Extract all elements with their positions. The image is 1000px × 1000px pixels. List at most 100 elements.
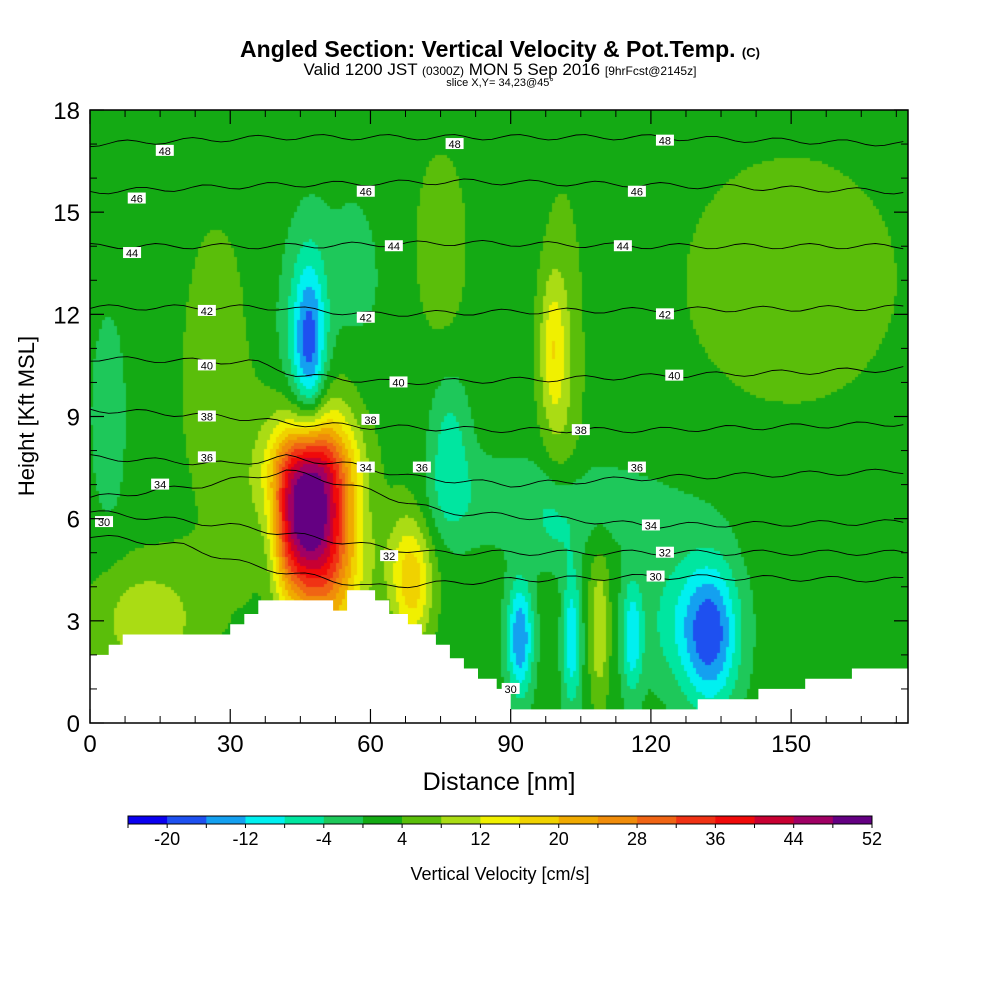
contour-label-bg [155, 144, 174, 156]
chart-subtitle: Valid 1200 JST (0300Z) MON 5 Sep 2016 [9… [0, 60, 1000, 80]
valid-utc: (0300Z) [422, 64, 465, 78]
y-tick-label: 6 [67, 507, 80, 534]
colorbar-tick-label: 44 [784, 829, 804, 849]
x-axis-label: Distance [nm] [423, 768, 576, 796]
colorbar-swatch [323, 816, 364, 824]
colorbar-swatch [480, 816, 520, 824]
contour-label: 30 [649, 572, 661, 584]
colorbar-swatch [519, 816, 560, 824]
x-tick-label: 120 [631, 731, 671, 758]
contour-label: 36 [631, 463, 643, 475]
colorbar-tick-label: 52 [862, 829, 882, 849]
contour-label: 30 [98, 517, 110, 529]
contour-label-bg [95, 516, 114, 528]
contour-label: 30 [505, 684, 517, 696]
colorbar-swatch [245, 816, 285, 824]
contour-label: 48 [659, 136, 671, 148]
colorbar-swatch [441, 816, 481, 824]
x-tick-label: 0 [83, 731, 96, 758]
colorbar-swatch [793, 816, 834, 824]
colorbar-swatch [715, 816, 755, 824]
x-tick-label: 150 [771, 731, 811, 758]
theta-contour [90, 534, 904, 589]
theta-contour [90, 356, 904, 386]
contour-label-bg [627, 185, 646, 197]
contour-label-bg [197, 451, 216, 463]
contour-label: 44 [388, 241, 400, 253]
contour-label-bg [571, 424, 590, 436]
contour-label: 48 [448, 139, 460, 151]
colorbar-tick-label: 20 [549, 829, 569, 849]
colorbar-tick-label: 4 [397, 829, 407, 849]
contour-label: 38 [575, 425, 587, 437]
x-tick-label: 90 [497, 731, 524, 758]
contour-label-bg [384, 240, 403, 252]
contour-label-bg [197, 304, 216, 316]
contour-label: 46 [131, 194, 143, 206]
y-tick-label: 18 [53, 98, 80, 125]
contour-label-bg [655, 546, 674, 558]
colorbar-swatch [128, 816, 168, 824]
contour-label: 40 [392, 377, 404, 389]
contour-label-bg [445, 138, 464, 150]
theta-contour [90, 178, 904, 195]
theta-contours [90, 134, 904, 589]
terrain [90, 590, 908, 723]
colorbar-swatch [362, 816, 403, 824]
contour-label: 44 [126, 248, 138, 260]
y-axis-label: Height [Kft MSL] [14, 336, 39, 496]
valid-date: MON 5 Sep 2016 [468, 60, 601, 79]
theta-contour [90, 408, 904, 434]
contour-label: 32 [383, 551, 395, 563]
colorbar-swatch [754, 816, 794, 824]
contour-label: 42 [659, 309, 671, 321]
colorbar-swatch [558, 816, 599, 824]
contour-label: 46 [631, 187, 643, 199]
colorbar-swatch [597, 816, 638, 824]
contour-label-bg [646, 570, 665, 582]
contour-label-bg [389, 376, 408, 388]
contour-label-bg [127, 192, 146, 204]
theta-contour [90, 469, 904, 529]
colorbar-swatch [167, 816, 207, 824]
contour-label: 42 [360, 313, 372, 325]
contour-labels: 48 48 48 46 46 46 44 44 44 42 42 42 40 40 40 38 38 38 36 36… [95, 134, 684, 696]
colorbar-tick-label: 12 [470, 829, 490, 849]
contour-label-bg [356, 185, 375, 197]
y-tick-label: 0 [67, 711, 80, 738]
chart-title: Angled Section: Vertical Velocity & Pot.… [0, 36, 1000, 63]
y-tick-label: 9 [67, 405, 80, 432]
colorbar-label: Vertical Velocity [cm/s] [410, 864, 589, 884]
x-tick-label: 30 [217, 731, 244, 758]
y-tick-label: 15 [53, 200, 80, 227]
contour-label-bg [356, 461, 375, 473]
colorbar-tick-label: 36 [705, 829, 725, 849]
colorbar-tick-label: -12 [232, 829, 258, 849]
x-tick-label: 60 [357, 731, 384, 758]
theta-contour [90, 454, 904, 488]
contour-label-bg [501, 682, 520, 694]
colorbar-tick-label: -20 [154, 829, 180, 849]
colorbar-swatch [402, 816, 442, 824]
contour-label-bg [613, 240, 632, 252]
contour-label-bg [655, 308, 674, 320]
colorbar-swatch [206, 816, 246, 824]
velocity-field [90, 110, 908, 723]
contour-label: 36 [416, 463, 428, 475]
colorbar-tick-label: 28 [627, 829, 647, 849]
chart-title-unit: (C) [741, 45, 760, 60]
contour-label-bg [361, 413, 380, 425]
contour-label-bg [641, 519, 660, 531]
contour-label-bg [123, 247, 142, 259]
colorbar-tick-label: -4 [316, 829, 332, 849]
colorbar: -20 -12 -4 4 12 20 28 36 44 52 [127, 815, 882, 849]
theta-contour [90, 134, 904, 148]
contour-label: 34 [154, 480, 166, 492]
contour-label: 40 [668, 371, 680, 383]
contour-label-bg [197, 359, 216, 371]
contour-label-bg [380, 550, 399, 562]
slice-info: slice X,Y= 34,23@45° [446, 77, 554, 89]
colorbar-swatch [832, 816, 873, 824]
